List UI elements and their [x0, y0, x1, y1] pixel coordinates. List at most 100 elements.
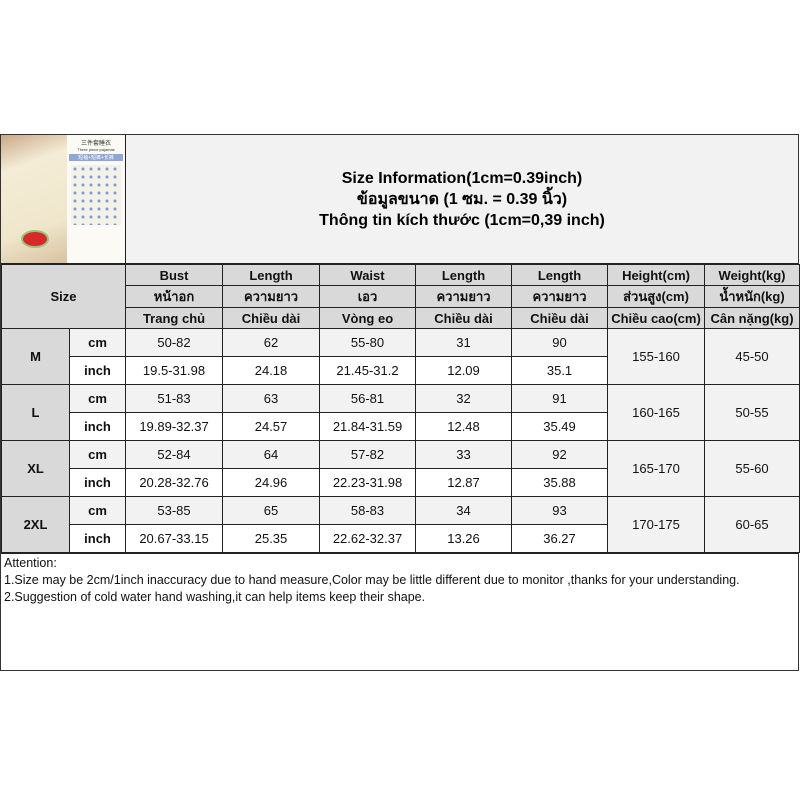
column-header: ความยาว: [415, 285, 513, 308]
value-cell: 12.48: [415, 412, 513, 441]
weight-cell: 50-55: [704, 384, 800, 441]
value-cell: 62: [222, 328, 321, 357]
size-cell: XL: [1, 440, 70, 497]
height-cell: 160-165: [607, 384, 706, 441]
title-en: Size Information(1cm=0.39inch): [341, 169, 583, 187]
model-photo: [1, 135, 67, 263]
unit-cell: inch: [68, 524, 127, 553]
table-row: inch 20.67-33.15 25.35 22.62-32.37 13.26 36.2…: [2, 524, 800, 553]
size-cell: M: [1, 328, 70, 385]
value-cell: 31: [415, 328, 513, 357]
value-cell: 50-82: [125, 328, 224, 357]
value-cell: 24.96: [222, 468, 321, 497]
column-header: ส่วนสูง(cm): [607, 285, 706, 308]
value-cell: 19.89-32.37: [125, 412, 224, 441]
value-cell: 20.28-32.76: [125, 468, 224, 497]
size-cell: 2XL: [1, 496, 70, 553]
column-header: Waist: [319, 264, 417, 286]
column-header: ความยาว: [511, 285, 609, 308]
value-cell: 34: [415, 496, 513, 525]
column-header: Chiều dài: [511, 307, 609, 329]
size-cell: L: [1, 384, 70, 441]
value-cell: 22.62-32.37: [319, 524, 417, 553]
title-th: ข้อมูลขนาด (1 ซม. = 0.39 นิ้ว): [356, 190, 568, 208]
value-cell: 93: [511, 496, 609, 525]
value-cell: 35.1: [511, 356, 609, 385]
column-header: Chiều dài: [415, 307, 513, 329]
value-cell: 55-80: [319, 328, 417, 357]
unit-cell: inch: [68, 356, 127, 385]
height-cell: 170-175: [607, 496, 706, 553]
weight-cell: 60-65: [704, 496, 800, 553]
strawberry-plate: [21, 230, 49, 248]
unit-cell: cm: [68, 384, 127, 413]
value-cell: 20.67-33.15: [125, 524, 224, 553]
column-header: ความยาว: [222, 285, 321, 308]
title-block: Size Information(1cm=0.39inch) ข้อมูลขนา…: [126, 135, 798, 263]
size-header: Size: [0, 264, 127, 329]
value-cell: 92: [511, 440, 609, 469]
table-row: XL cm 52-84 64 57-82 33 92 165-170 55-60: [1, 440, 800, 497]
caption-en: Three piece pajamas: [77, 147, 115, 152]
column-header: Length: [222, 264, 321, 286]
column-header: Chiều cao(cm): [607, 307, 706, 329]
height-cell: 165-170: [607, 440, 706, 497]
size-table: Size Bust Length Waist Length Length Height(cm…: [0, 264, 800, 553]
unit-cell: cm: [68, 328, 127, 357]
note-line: Attention:: [4, 556, 57, 570]
value-cell: 13.26: [415, 524, 513, 553]
value-cell: 12.09: [415, 356, 513, 385]
note-line: 1.Size may be 2cm/1inch inaccuracy due t…: [4, 573, 740, 587]
column-header: Vòng eo: [319, 307, 417, 329]
value-cell: 53-85: [125, 496, 224, 525]
value-cell: 19.5-31.98: [125, 356, 224, 385]
column-header: Trang chủ: [125, 307, 224, 329]
unit-cell: cm: [68, 440, 127, 469]
value-cell: 24.18: [222, 356, 321, 385]
column-header: Length: [415, 264, 513, 286]
notes: Attention: 1.Size may be 2cm/1inch inacc…: [1, 553, 798, 670]
value-cell: 35.88: [511, 468, 609, 497]
product-image: 三件套睡衣 Three piece pajamas 短袖+短裤+长裤: [1, 135, 126, 263]
value-cell: 63: [222, 384, 321, 413]
size-chart: 三件套睡衣 Three piece pajamas 短袖+短裤+长裤 Size …: [0, 134, 800, 671]
value-cell: 56-81: [319, 384, 417, 413]
value-cell: 24.57: [222, 412, 321, 441]
column-header: น้ำหนัก(kg): [704, 285, 800, 308]
caption-tag: 短袖+短裤+长裤: [69, 154, 123, 161]
column-header: เอว: [319, 285, 417, 308]
value-cell: 58-83: [319, 496, 417, 525]
column-header: Length: [511, 264, 609, 286]
column-header: หน้าอก: [125, 285, 224, 308]
value-cell: 65: [222, 496, 321, 525]
table-row: inch 20.28-32.76 24.96 22.23-31.98 12.87 35.8…: [2, 468, 800, 497]
column-header: Height(cm): [607, 264, 706, 286]
pajama-image: [71, 165, 121, 225]
column-header: Weight(kg): [704, 264, 800, 286]
value-cell: 33: [415, 440, 513, 469]
value-cell: 21.45-31.2: [319, 356, 417, 385]
value-cell: 22.23-31.98: [319, 468, 417, 497]
value-cell: 12.87: [415, 468, 513, 497]
value-cell: 91: [511, 384, 609, 413]
unit-cell: inch: [68, 412, 127, 441]
value-cell: 25.35: [222, 524, 321, 553]
height-cell: 155-160: [607, 328, 706, 385]
caption-cn: 三件套睡衣: [80, 141, 111, 147]
column-header: Cân nặng(kg): [704, 307, 800, 329]
value-cell: 35.49: [511, 412, 609, 441]
value-cell: 32: [415, 384, 513, 413]
unit-cell: inch: [68, 468, 127, 497]
value-cell: 57-82: [319, 440, 417, 469]
header-row: Size Bust Length Waist Length Length Height(cm…: [0, 264, 800, 329]
table-row: 2XL cm 53-85 65 58-83 34 93 170-175 60-65: [1, 496, 800, 553]
chart-header: 三件套睡衣 Three piece pajamas 短袖+短裤+长裤 Size …: [1, 135, 798, 264]
note-line: 2.Suggestion of cold water hand washing,…: [4, 590, 426, 604]
weight-cell: 55-60: [704, 440, 800, 497]
column-header: Bust: [125, 264, 224, 286]
title-vi: Thông tin kích thước (1cm=0,39 inch): [319, 211, 605, 229]
header-row: หน้าอก ความยาว เอว ความยาว ความยาว ส่วนสูง(cm…: [2, 285, 800, 308]
value-cell: 52-84: [125, 440, 224, 469]
